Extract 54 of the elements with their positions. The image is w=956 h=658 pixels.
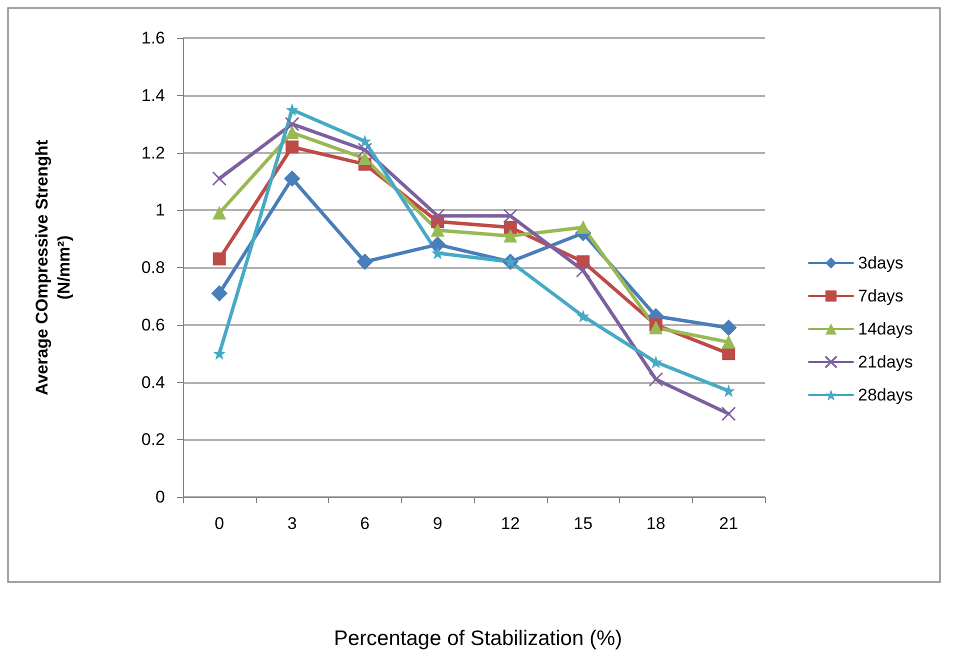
y-tick-label: 0 — [156, 488, 165, 506]
x-tick-label: 9 — [432, 514, 442, 533]
x-tick-label: 3 — [287, 514, 297, 533]
point — [432, 248, 444, 259]
point — [212, 171, 227, 186]
x-axis-title: Percentage of Stabilization (%) — [334, 627, 622, 650]
point — [503, 208, 518, 224]
y-tick-label: 0.4 — [141, 372, 165, 392]
y-tick-label: 0.6 — [141, 315, 165, 334]
point — [720, 320, 737, 336]
legend-label: 3days — [858, 254, 904, 272]
point — [358, 142, 372, 158]
y-tick-label: 1.2 — [141, 143, 165, 162]
point — [212, 206, 226, 220]
x-tick-label: 0 — [214, 514, 224, 533]
x-tick-label: 18 — [646, 514, 666, 533]
point — [359, 136, 370, 147]
point — [286, 126, 299, 140]
point — [212, 252, 226, 266]
point — [431, 224, 444, 237]
point — [286, 104, 298, 116]
point — [722, 336, 736, 349]
point — [650, 356, 662, 368]
legend-label: 28days — [858, 386, 913, 404]
point — [504, 229, 517, 242]
point — [648, 372, 664, 387]
point — [356, 254, 373, 270]
point — [430, 236, 446, 253]
point — [576, 263, 590, 278]
y-tick-label: 1.6 — [141, 28, 165, 48]
legend-label: 14days — [858, 320, 913, 338]
x-tick-label: 6 — [360, 514, 370, 533]
point — [430, 208, 445, 224]
y-tick-label: 0.8 — [141, 258, 165, 277]
point — [578, 310, 589, 322]
point — [576, 220, 590, 234]
point — [211, 285, 228, 302]
x-tick-label: 12 — [500, 514, 520, 533]
x-tick-label: 15 — [574, 514, 593, 533]
point — [284, 116, 300, 132]
point — [358, 152, 372, 165]
point — [214, 348, 225, 360]
point — [286, 140, 299, 154]
point — [649, 321, 662, 334]
point — [721, 406, 736, 422]
y-tick-label: 1.4 — [141, 86, 165, 105]
point — [284, 170, 300, 187]
x-tick-label: 21 — [719, 514, 738, 533]
point — [723, 385, 734, 396]
legend-label: 21days — [858, 352, 913, 372]
y-axis-title: Average COmpressive Strenght (N/mm²) — [32, 139, 74, 396]
y-tick-label: 1 — [156, 200, 165, 220]
legend-label: 7days — [858, 286, 904, 306]
y-tick-label: 0.2 — [141, 430, 165, 450]
